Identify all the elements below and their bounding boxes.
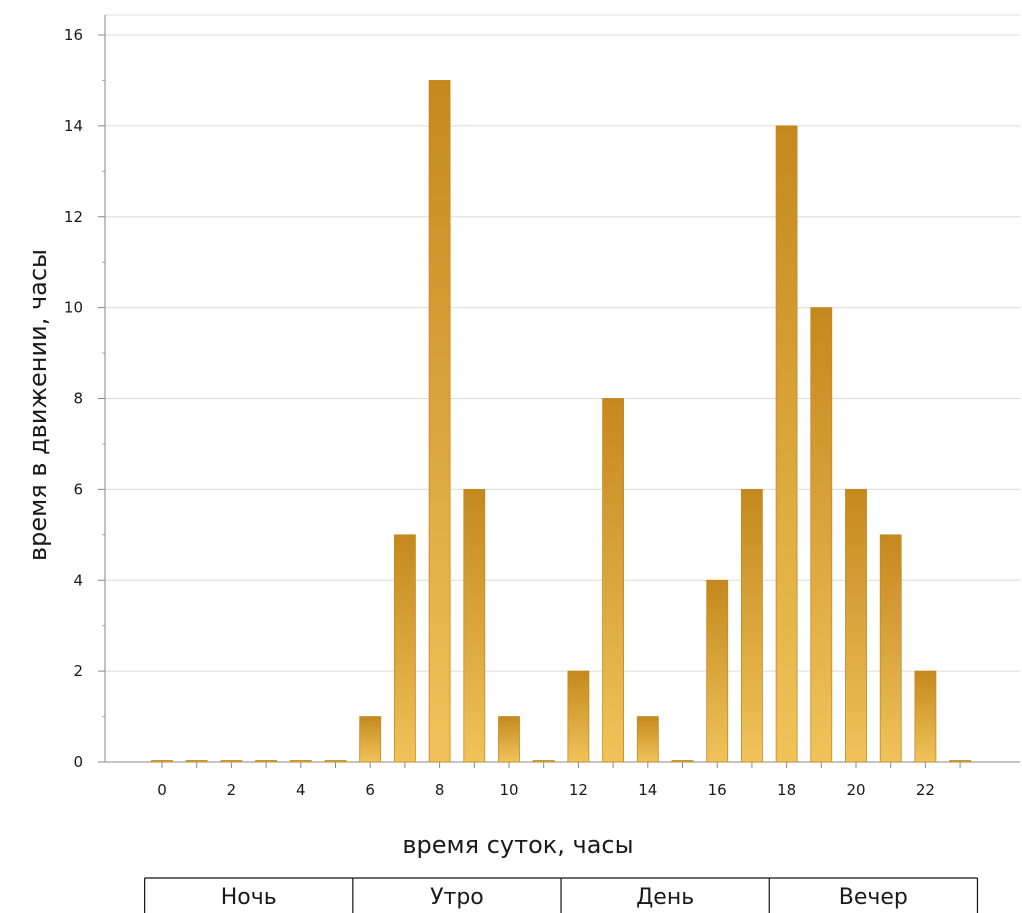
y-tick-label: 16 <box>64 26 83 44</box>
bar <box>602 398 624 763</box>
bar <box>949 760 971 763</box>
y-tick-label: 12 <box>64 208 83 226</box>
bar <box>151 760 173 763</box>
bar <box>255 760 278 763</box>
bar <box>775 125 798 763</box>
x-tick-label: 0 <box>157 781 167 799</box>
bar <box>393 534 416 763</box>
bar <box>463 488 486 763</box>
bars <box>151 80 971 763</box>
x-tick-label: 16 <box>708 781 727 799</box>
bar <box>428 80 451 763</box>
x-tick-label: 22 <box>916 781 935 799</box>
period-label: Ночь <box>221 885 277 910</box>
bar <box>359 716 382 763</box>
time-of-day-periods: Ночь Утро День Вечер <box>144 877 979 913</box>
bar <box>185 760 208 763</box>
bar <box>706 579 729 763</box>
bar <box>741 488 763 763</box>
tick-labels: 0 2 4 6 8 10 12 14 16 0 2 4 6 8 10 12 14 16 18 20 22 <box>64 26 935 799</box>
bar <box>914 670 937 763</box>
x-tick-label: 10 <box>499 781 518 799</box>
bar <box>879 534 902 763</box>
bar <box>498 716 520 763</box>
bar <box>220 760 243 763</box>
bar <box>636 716 659 763</box>
bar <box>671 760 694 763</box>
bar <box>532 760 555 763</box>
x-tick-label: 20 <box>846 781 865 799</box>
x-tick-label: 8 <box>435 781 445 799</box>
bar <box>845 488 867 763</box>
period-label: Вечер <box>839 885 908 910</box>
period-label: Утро <box>430 885 484 910</box>
x-tick-label: 18 <box>777 781 796 799</box>
y-tick-label: 8 <box>73 390 83 408</box>
x-tick-label: 4 <box>296 781 306 799</box>
y-tick-label: 4 <box>73 571 83 589</box>
y-tick-label: 2 <box>73 662 83 680</box>
y-tick-label: 0 <box>73 753 83 771</box>
x-tick-label: 14 <box>638 781 657 799</box>
x-tick-label: 2 <box>227 781 237 799</box>
y-tick-label: 6 <box>73 480 83 498</box>
bar <box>567 670 590 763</box>
period-label: День <box>636 885 694 910</box>
y-axis-title: время в движении, часы <box>24 249 52 561</box>
x-tick-label: 6 <box>365 781 375 799</box>
bar <box>810 307 833 763</box>
x-axis-title: время суток, часы <box>402 831 633 859</box>
x-tick-label: 12 <box>569 781 588 799</box>
y-tick-label: 14 <box>64 117 83 135</box>
gridlines <box>105 14 1020 672</box>
bar <box>289 760 312 763</box>
y-tick-label: 10 <box>64 299 83 317</box>
bar <box>324 760 347 763</box>
